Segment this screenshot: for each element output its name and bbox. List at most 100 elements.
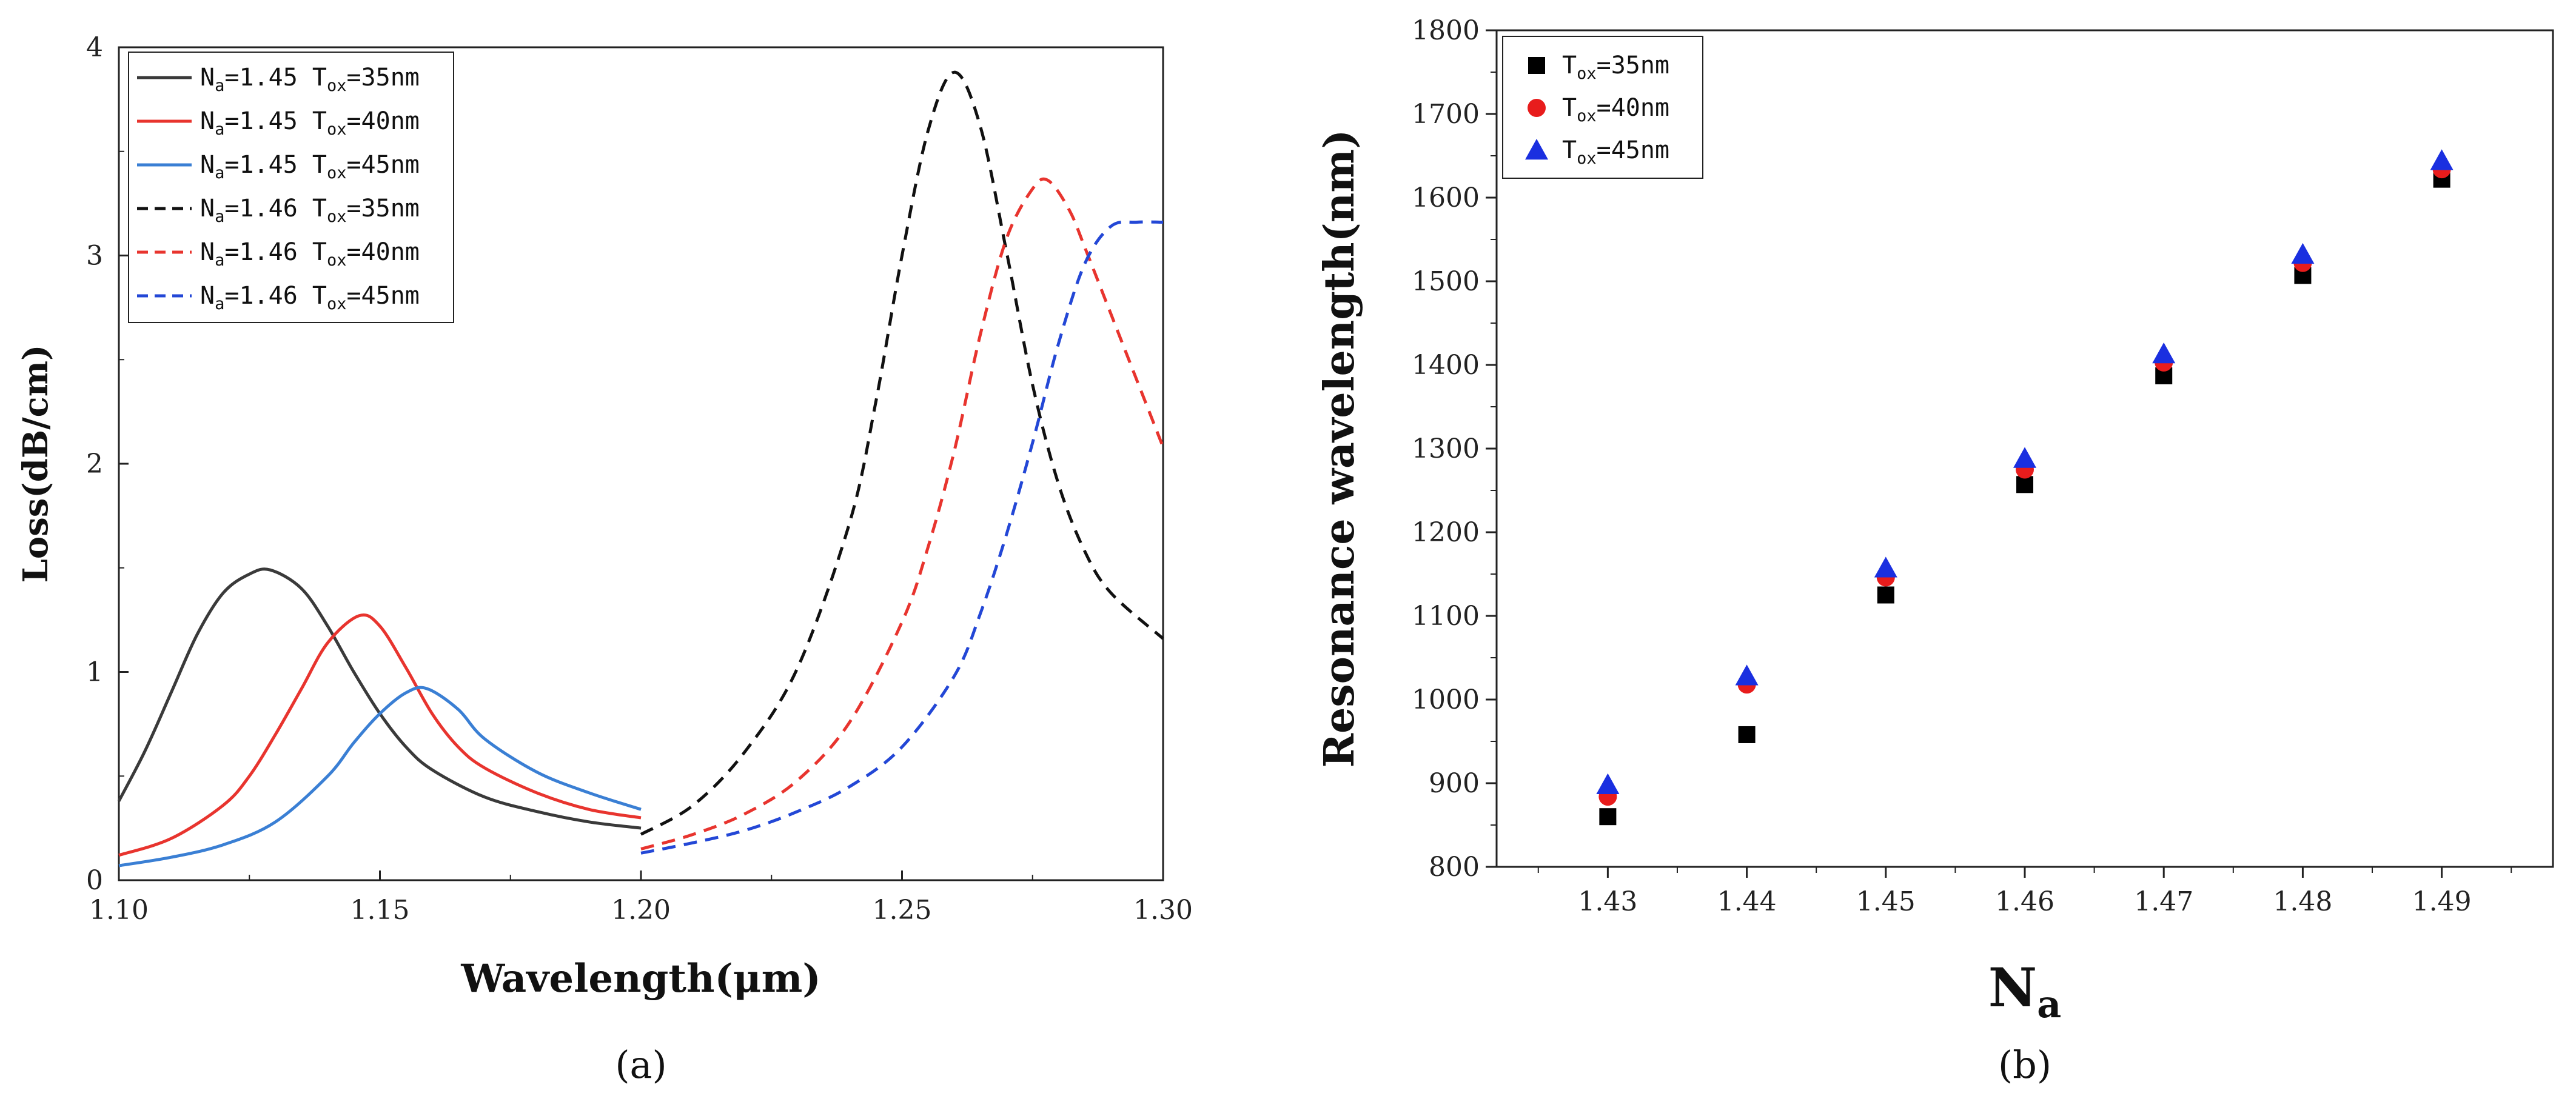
chart-b-y-tick-label: 1800: [1412, 15, 1480, 46]
legend-label-part: =45nm: [1597, 136, 1669, 164]
chart-a-legend-entry: Na=1.45 Tox=35nm: [200, 64, 420, 95]
chart-b-point-series1: [2016, 476, 2033, 493]
chart-a-x-tick-label: 1.15: [351, 895, 410, 926]
chart-b-panel-label: (b): [1998, 1043, 2051, 1087]
legend-label-subscript: ox: [1577, 149, 1597, 168]
legend-label-subscript: a: [215, 76, 224, 95]
chart-b: 1.43 1.44 1.45 1.46 1.47 1.48 1.49 800 900 1000 11…: [1315, 15, 2554, 1087]
chart-a-y-tick-label: 1: [86, 657, 103, 688]
chart-b-legend-entry: Tox=40nm: [1562, 94, 1669, 125]
chart-b-y-tick-label: 1700: [1412, 99, 1480, 130]
chart-a-legend-entry: Na=1.46 Tox=35nm: [200, 195, 420, 226]
legend-label-part: T: [1562, 136, 1577, 164]
legend-label-part: N: [200, 282, 215, 310]
chart-b-legend-entry: Tox=45nm: [1562, 136, 1669, 168]
legend-label-part: =1.45 T: [224, 107, 327, 135]
legend-label-part: =40nm: [346, 238, 419, 266]
chart-a-legend-entry: Na=1.46 Tox=40nm: [200, 238, 420, 270]
legend-label-part: T: [1562, 52, 1577, 79]
chart-b-y-tick-label: 1600: [1412, 182, 1480, 213]
chart-b-x-axis-label-sub: a: [2037, 982, 2061, 1026]
chart-b-x-tick-label: 1.47: [2134, 886, 2193, 917]
chart-b-point-series3: [2291, 242, 2315, 264]
legend-label-subscript: ox: [1577, 107, 1597, 125]
legend-label-part: =1.45 T: [224, 64, 327, 92]
chart-b-point-series3: [1874, 556, 1897, 578]
chart-a-y-axis-label: Loss(dB/cm): [16, 344, 56, 583]
chart-a-x-tick-label: 1.30: [1133, 895, 1193, 926]
chart-b-x-tick-label: 1.48: [2273, 886, 2332, 917]
chart-b-x-tick-label: 1.46: [1995, 886, 2054, 917]
chart-b-x-tick-label: 1.45: [1856, 886, 1916, 917]
legend-label-part: =40nm: [1597, 94, 1669, 122]
legend-label-part: =35nm: [346, 64, 419, 92]
chart-b-y-tick-label: 1500: [1412, 266, 1480, 297]
legend-label-part: N: [200, 64, 215, 92]
legend-label-subscript: a: [215, 207, 224, 226]
chart-b-legend-marker: [1528, 57, 1545, 74]
legend-label-part: T: [1562, 94, 1577, 122]
legend-label-part: N: [200, 107, 215, 135]
chart-a-legend-box: [128, 52, 454, 323]
legend-label-part: =40nm: [346, 107, 419, 135]
chart-a-y-tick-label: 0: [86, 865, 103, 896]
legend-label-part: =45nm: [346, 282, 419, 310]
chart-b-y-tick-label: 1400: [1412, 350, 1480, 381]
chart-b-point-series3: [2152, 343, 2176, 364]
chart-a-ticks: 1.10 1.15 1.20 1.25 1.30 0 1 2 3 4: [86, 32, 1193, 926]
chart-b-y-tick-label: 1000: [1412, 684, 1480, 715]
chart-a-y-tick-label: 4: [86, 32, 103, 63]
chart-b-point-series1: [1599, 808, 1617, 826]
chart-a-series-line-1: [117, 567, 642, 830]
legend-label-subscript: a: [215, 164, 224, 182]
legend-label-part: =45nm: [346, 151, 419, 179]
legend-label-part: N: [200, 195, 215, 222]
legend-label-part: =1.45 T: [224, 151, 327, 179]
legend-label-part: =35nm: [1597, 52, 1669, 79]
legend-label-subscript: a: [215, 295, 224, 313]
chart-b-x-axis-label-base: N: [1988, 956, 2037, 1019]
chart-a: 1.10 1.15 1.20 1.25 1.30 0 1 2 3 4 Wavelength(μm)…: [16, 32, 1193, 1087]
chart-b-point-series3: [2430, 149, 2454, 170]
chart-b-legend-marker: [1525, 139, 1548, 160]
chart-b-y-tick-label: 1300: [1412, 433, 1480, 464]
chart-b-point-series3: [1735, 664, 1759, 686]
chart-a-series: [117, 70, 1165, 867]
chart-b-x-tick-label: 1.44: [1717, 886, 1777, 917]
legend-label-part: =1.46 T: [224, 282, 327, 310]
chart-a-legend-entry: Na=1.45 Tox=45nm: [200, 151, 420, 182]
legend-label-subscript: ox: [327, 295, 347, 313]
legend-label-subscript: ox: [1577, 64, 1597, 83]
chart-b-x-axis-label: Na: [1988, 956, 2062, 1026]
chart-b-y-tick-label: 1200: [1412, 517, 1480, 548]
chart-b-x-tick-label: 1.49: [2412, 886, 2472, 917]
legend-label-subscript: ox: [327, 207, 347, 226]
legend-label-part: =1.46 T: [224, 238, 327, 266]
legend-label-subscript: ox: [327, 164, 347, 182]
chart-b-point-series3: [2013, 447, 2036, 468]
chart-b-point-series1: [1877, 586, 1894, 604]
chart-a-y-tick-label: 2: [86, 449, 103, 480]
chart-b-legend-marker: [1528, 99, 1546, 117]
chart-b-point-series1: [1738, 726, 1756, 743]
legend-label-subscript: ox: [327, 251, 347, 270]
chart-a-x-tick-label: 1.10: [89, 895, 149, 926]
chart-a-legend-entry: Na=1.46 Tox=45nm: [200, 282, 420, 313]
chart-a-x-axis-label: Wavelength(μm): [460, 956, 820, 1001]
chart-a-series-line-3: [118, 686, 642, 867]
chart-a-series-line-6: [640, 220, 1164, 855]
chart-a-legend-entry: Na=1.45 Tox=40nm: [200, 107, 420, 139]
chart-b-legend-entry: Tox=35nm: [1562, 52, 1669, 83]
chart-b-y-tick-label: 800: [1429, 852, 1480, 883]
chart-a-series-line-2: [118, 613, 642, 857]
chart-b-y-tick-label: 900: [1429, 768, 1480, 799]
chart-b-ticks: 1.43 1.44 1.45 1.46 1.47 1.48 1.49 800 900 1000 11…: [1412, 15, 2512, 917]
legend-label-subscript: a: [215, 251, 224, 270]
chart-b-x-tick-label: 1.43: [1578, 886, 1637, 917]
chart-b-y-axis-label: Resonance wavelength(nm): [1315, 130, 1364, 768]
legend-label-subscript: a: [215, 120, 224, 139]
chart-b-y-tick-label: 1100: [1412, 601, 1480, 632]
legend-label-subscript: ox: [327, 120, 347, 139]
